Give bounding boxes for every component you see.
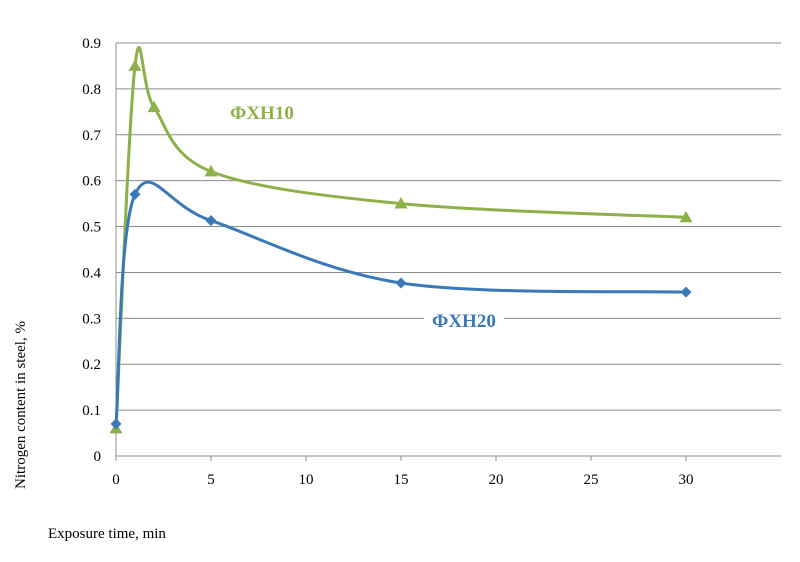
data-point-fxn20	[129, 188, 141, 200]
data-point-fxn10	[394, 197, 408, 209]
y-tick-label: 0.5	[82, 220, 101, 236]
x-tick-label: 0	[112, 472, 120, 488]
x-tick-label: 5	[207, 472, 215, 488]
axes	[115, 43, 781, 461]
y-tick-label: 0.9	[82, 36, 101, 52]
data-point-fxn10	[128, 59, 142, 71]
grid-lines	[116, 42, 781, 411]
y-tick-label: 0.1	[82, 403, 101, 419]
data-point-fxn10	[679, 210, 693, 223]
series-line-fxn10	[114, 45, 687, 429]
x-axis-title: Exposure time, min	[48, 526, 166, 542]
y-tick-label: 0	[94, 449, 102, 465]
series	[109, 45, 693, 434]
y-tick-label: 0.3	[82, 311, 101, 327]
y-tick-labels: 0 0.1 0.2 0.3 0.4 0.5 0.6 0.7 0.8 0.9	[82, 36, 101, 465]
series-label-fxn10: ФХН10	[230, 103, 294, 124]
x-tick-label: 20	[489, 472, 504, 488]
data-point-fxn20	[395, 277, 407, 289]
data-point-fxn20	[205, 215, 217, 227]
x-tick-label: 25	[584, 472, 599, 488]
x-tick-label: 15	[394, 472, 409, 488]
x-tick-label: 10	[299, 472, 314, 488]
y-tick-label: 0.8	[82, 82, 101, 98]
x-tick-labels: 0 5 10 15 20 25 30	[112, 472, 693, 488]
y-tick-label: 0.2	[82, 357, 101, 373]
series-label-bg-fxn10	[222, 103, 302, 124]
data-point-fxn20	[110, 418, 122, 430]
y-tick-label: 0.6	[82, 174, 101, 190]
data-point-fxn10	[204, 164, 218, 177]
series-line-fxn20	[114, 180, 687, 425]
y-tick-label: 0.7	[82, 128, 101, 144]
data-point-fxn20	[680, 286, 692, 298]
data-point-fxn10	[147, 100, 161, 113]
series-label-fxn20: ФХН20	[432, 311, 496, 332]
series-fxn20	[110, 180, 692, 430]
series-fxn10	[109, 45, 693, 434]
x-tick-label: 30	[679, 472, 694, 488]
y-tick-label: 0.4	[82, 265, 101, 281]
series-label-bg-fxn20	[424, 311, 504, 332]
y-axis-title: Nitrogen content in steel, %	[13, 321, 29, 489]
